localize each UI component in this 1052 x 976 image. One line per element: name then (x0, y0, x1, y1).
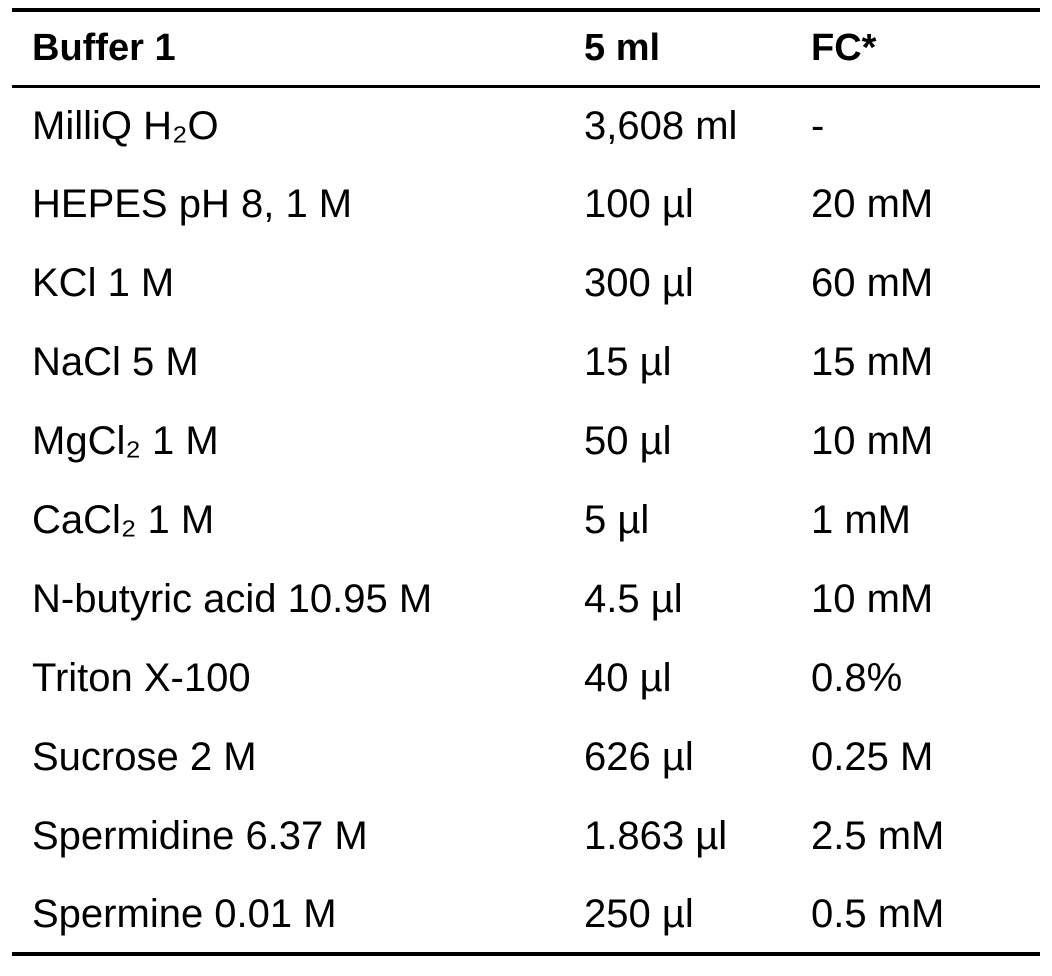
volume-cell: 4.5 µl (584, 576, 683, 621)
final-concentration-cell: 0.8% (811, 655, 903, 700)
volume-cell: 250 µl (564, 875, 791, 956)
final-concentration-cell: 1 mM (811, 497, 911, 542)
component-cell: MilliQ H₂O (32, 103, 219, 148)
table-row: Triton X-100 40 µl 0.8% (12, 638, 1040, 717)
table-row: NaCl 5 M 15 µl 15 mM (12, 322, 1040, 401)
table-row: MilliQ H₂O 3,608 ml - (12, 86, 1040, 164)
final-concentration-cell: 15 mM (811, 339, 934, 384)
table-header-row: Buffer 1 5 ml FC* (12, 8, 1040, 88)
final-concentration-cell: 10 mM (811, 576, 934, 621)
header-volume: 5 ml (564, 8, 791, 88)
final-concentration-cell: 20 mM (811, 181, 934, 226)
volume-cell: 100 µl (584, 181, 694, 226)
volume-cell: 50 µl (584, 418, 672, 463)
final-concentration-cell: 0.25 M (811, 734, 934, 779)
component-cell: Spermidine 6.37 M (32, 813, 368, 858)
component-cell: Triton X-100 (32, 655, 251, 700)
final-concentration-cell: 10 mM (811, 418, 934, 463)
final-concentration-cell: 2.5 mM (811, 813, 945, 858)
buffer-recipe-table: Buffer 1 5 ml FC* MilliQ H₂O 3,608 ml - … (12, 8, 1040, 956)
header-component: Buffer 1 (12, 8, 564, 88)
table-row: N-butyric acid 10.95 M 4.5 µl 10 mM (12, 559, 1040, 638)
component-cell: CaCl₂ 1 M (32, 497, 215, 542)
table-row: CaCl₂ 1 M 5 µl 1 mM (12, 480, 1040, 559)
volume-cell: 5 µl (584, 497, 650, 542)
component-cell: MgCl₂ 1 M (32, 418, 219, 463)
volume-cell: 3,608 ml (584, 103, 738, 148)
volume-cell: 40 µl (584, 655, 672, 700)
component-cell: HEPES pH 8, 1 M (32, 181, 353, 226)
volume-cell: 300 µl (584, 260, 694, 305)
buffer-table-container: Buffer 1 5 ml FC* MilliQ H₂O 3,608 ml - … (12, 8, 1040, 956)
component-cell: N-butyric acid 10.95 M (32, 576, 433, 621)
component-cell: NaCl 5 M (32, 339, 199, 384)
table-row: Sucrose 2 M 626 µl 0.25 M (12, 717, 1040, 796)
table-row: HEPES pH 8, 1 M 100 µl 20 mM (12, 164, 1040, 243)
component-cell: KCl 1 M (32, 260, 175, 305)
table-row: MgCl₂ 1 M 50 µl 10 mM (12, 401, 1040, 480)
table-row: Spermine 0.01 M 250 µl 0.5 mM (12, 875, 1040, 956)
final-concentration-cell: 60 mM (811, 260, 934, 305)
volume-cell: 626 µl (584, 734, 694, 779)
component-cell: Sucrose 2 M (32, 734, 257, 779)
header-final-concentration: FC* (791, 8, 1040, 88)
component-cell: Spermine 0.01 M (12, 875, 564, 956)
final-concentration-cell: - (811, 103, 825, 148)
table-row: KCl 1 M 300 µl 60 mM (12, 243, 1040, 322)
table-row: Spermidine 6.37 M 1.863 µl 2.5 mM (12, 796, 1040, 875)
final-concentration-cell: 0.5 mM (791, 875, 1040, 956)
volume-cell: 1.863 µl (584, 813, 728, 858)
volume-cell: 15 µl (584, 339, 672, 384)
